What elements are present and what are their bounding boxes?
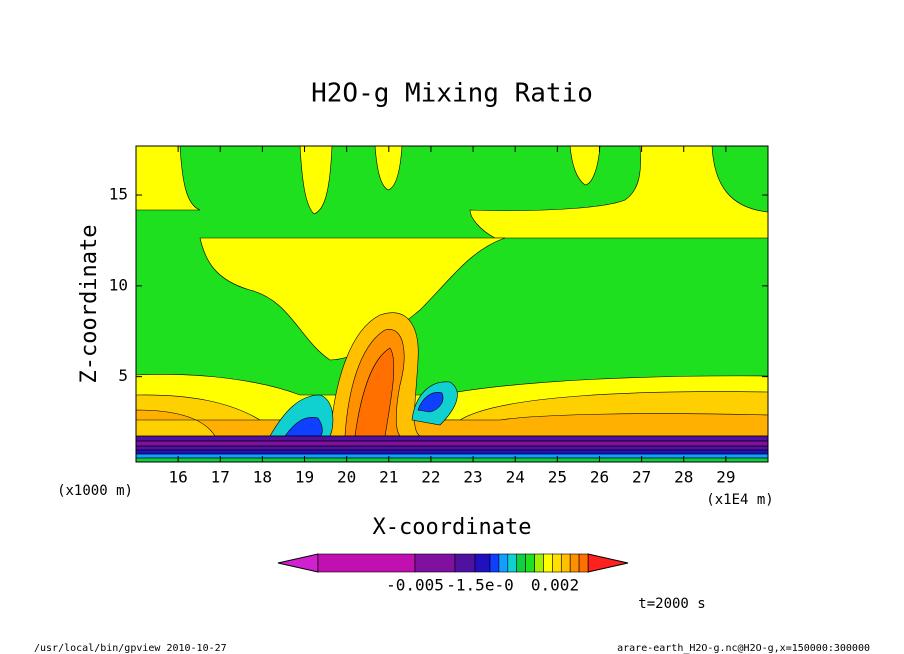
x-tick-label: 24 xyxy=(506,468,525,487)
colorbar-segment xyxy=(578,553,589,573)
contour-field xyxy=(136,146,768,462)
colorbar-segment xyxy=(507,553,518,573)
colorbar-label: 0.002 xyxy=(531,576,579,595)
x-tick-label: 17 xyxy=(211,468,230,487)
colorbar-segment xyxy=(498,553,509,573)
colorbar-segment xyxy=(474,553,491,573)
x-tick-label: 18 xyxy=(253,468,272,487)
x-tick-label: 25 xyxy=(548,468,567,487)
colorbar-segment xyxy=(414,553,456,573)
chart-title: H2O-g Mixing Ratio xyxy=(311,79,593,109)
annotation: t=2000 s xyxy=(638,596,705,612)
colorbar-end xyxy=(277,553,319,573)
x-unit-left: (x1000 m) xyxy=(57,483,133,499)
colorbar-end xyxy=(587,553,629,573)
colorbar-segment xyxy=(569,553,580,573)
y-tick-label: 10 xyxy=(109,275,128,294)
colorbar-segment xyxy=(516,553,526,573)
colorbar-segment xyxy=(552,553,562,573)
footer-left: /usr/local/bin/gpview 2010-10-27 xyxy=(34,643,227,654)
x-tick-label: 29 xyxy=(716,468,735,487)
x-tick-label: 20 xyxy=(337,468,356,487)
x-tick-label: 19 xyxy=(295,468,314,487)
colorbar-segment xyxy=(534,553,544,573)
x-tick-label: 16 xyxy=(169,468,188,487)
y-tick-label: 5 xyxy=(118,366,128,385)
colorbar-segment xyxy=(317,553,416,573)
colorbar-segment xyxy=(543,553,553,573)
x-tick-label: 26 xyxy=(590,468,609,487)
colorbar-segment xyxy=(560,553,571,573)
x-tick-label: 21 xyxy=(379,468,398,487)
x-tick-label: 23 xyxy=(463,468,482,487)
x-tick-label: 22 xyxy=(421,468,440,487)
y-tick-label: 15 xyxy=(109,185,128,204)
x-axis-label: X-coordinate xyxy=(373,515,532,540)
colorbar-label: -0.005 xyxy=(386,576,444,595)
plot-frame xyxy=(135,145,769,463)
x-unit-right: (x1E4 m) xyxy=(706,492,773,508)
colorbar-segment xyxy=(489,553,500,573)
y-axis-label: Z-coordinate xyxy=(77,225,102,384)
colorbar-segment xyxy=(525,553,535,573)
footer-right: arare-earth_H2O-g.nc@H2O-g,x=150000:3000… xyxy=(617,643,870,654)
colorbar-segment xyxy=(454,553,476,573)
x-tick-label: 27 xyxy=(632,468,651,487)
x-tick-label: 28 xyxy=(674,468,693,487)
colorbar-label: -1.5e-0 xyxy=(446,576,513,595)
